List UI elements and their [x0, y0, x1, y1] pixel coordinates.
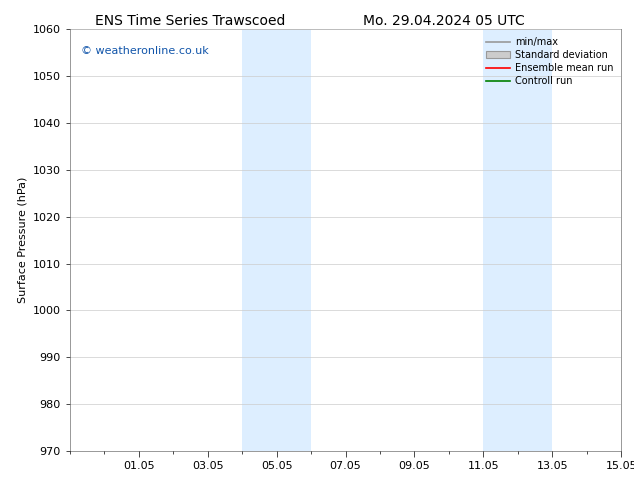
Bar — [242, 29, 311, 451]
Bar — [483, 29, 552, 451]
Text: © weatheronline.co.uk: © weatheronline.co.uk — [81, 46, 209, 56]
Text: ENS Time Series Trawscoed: ENS Time Series Trawscoed — [95, 14, 285, 28]
Legend: min/max, Standard deviation, Ensemble mean run, Controll run: min/max, Standard deviation, Ensemble me… — [483, 34, 616, 89]
Text: Mo. 29.04.2024 05 UTC: Mo. 29.04.2024 05 UTC — [363, 14, 525, 28]
Y-axis label: Surface Pressure (hPa): Surface Pressure (hPa) — [17, 177, 27, 303]
